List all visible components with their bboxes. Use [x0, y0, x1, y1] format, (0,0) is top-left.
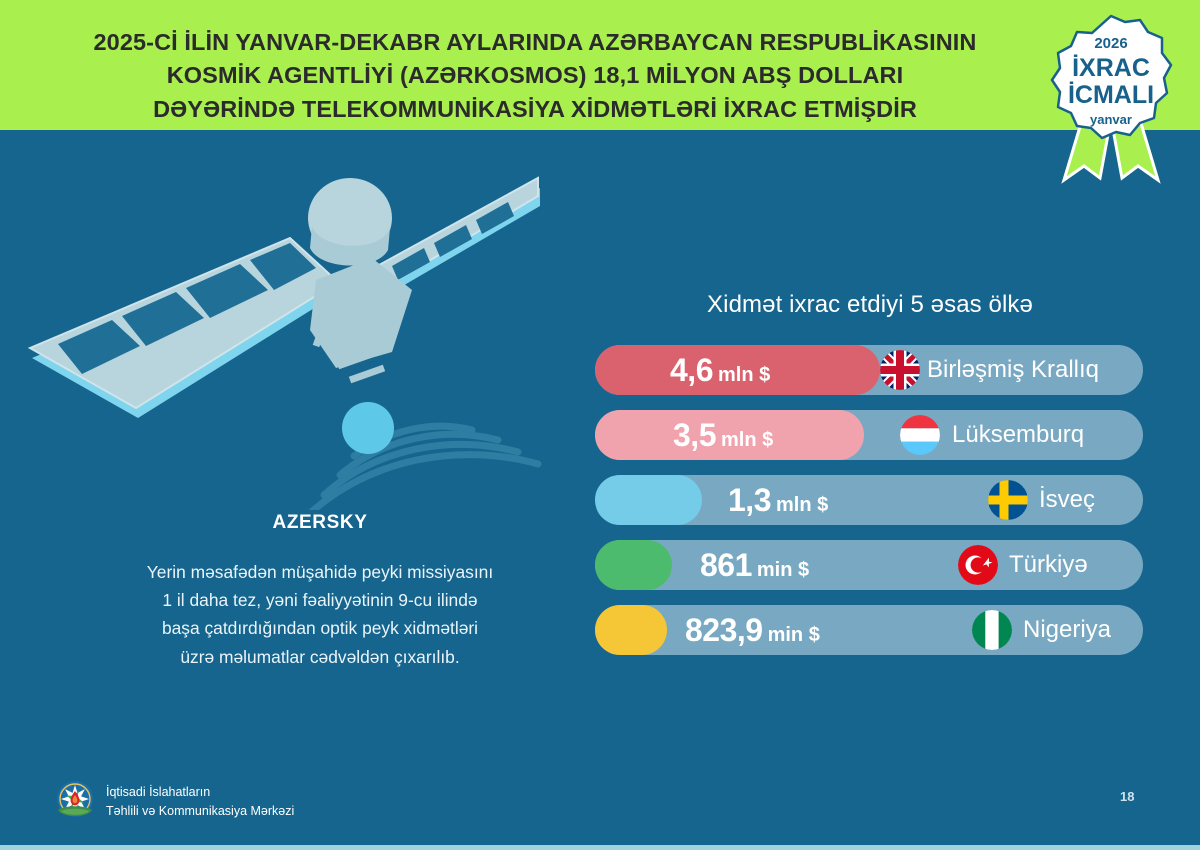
country-label: Lüksemburq	[952, 421, 1085, 448]
bar-fill	[595, 605, 668, 655]
country-label: Türkiyə	[1009, 551, 1088, 578]
emblem-svg	[57, 781, 93, 817]
bar-value-unit: mln $	[720, 429, 774, 451]
title-line-2: KOSMİK AGENTLİYİ (AZƏRKOSMOS) 18,1 MİLYO…	[166, 62, 904, 89]
bar-value: 3,5 mln $	[673, 410, 773, 460]
flag-united-kingdom-icon	[880, 350, 920, 390]
country-label: İsveç	[1039, 486, 1096, 513]
solar-panel-left	[27, 236, 340, 418]
header-band	[0, 0, 1200, 130]
bar-row-luksemburq: 3,5 mln $ Lüksemburq	[595, 410, 1143, 460]
azersky-line-4: üzrə məlumatlar cədvəldən çıxarılıb.	[180, 646, 460, 667]
azersky-line-1: Yerin məsafədən müşahidə peyki missiyası…	[146, 562, 494, 582]
bar-fill	[595, 475, 702, 525]
country-label: Nigeriya	[1023, 616, 1112, 643]
satellite-illustration	[20, 130, 580, 521]
bar-value-number: 3,5	[673, 417, 716, 453]
azersky-title: AZERSKY	[272, 512, 368, 533]
flag-sweden-icon	[988, 480, 1028, 520]
flag-turkey-icon	[958, 545, 998, 585]
title-line-1: 2025-Cİ İLİN YANVAR-DEKABR AYLARINDA AZƏ…	[93, 29, 977, 55]
bar-track	[595, 605, 1143, 655]
badge-svg: 2026 İXRAC İCMALI yanvar	[1050, 14, 1173, 184]
badge-seal: 2026 İXRAC İCMALI yanvar	[1050, 14, 1173, 140]
bar-fill	[595, 345, 880, 395]
footer-organization: İqtisadi İslahatların Təhlili və Kommuni…	[106, 783, 294, 821]
bottom-accent-strip	[0, 845, 1200, 850]
bar-value-unit: min $	[756, 559, 810, 581]
chart-title: Xidmət ixrac etdiyi 5 əsas ölkə	[707, 291, 1033, 318]
flag-luxembourg-icon	[900, 415, 940, 455]
bar-row-nigeriya: 823,9 min $ Nigeriya	[595, 605, 1143, 655]
azersky-description: Yerin məsafədən müşahidə peyki missiyası…	[62, 558, 578, 671]
bar-value: 861 min $	[700, 540, 809, 590]
country-label: Birləşmiş Krallıq	[927, 356, 1100, 383]
badge-year: 2026	[1094, 35, 1127, 52]
bar-value: 823,9 min $	[685, 605, 820, 655]
bar-fill	[595, 540, 672, 590]
bar-value: 1,3 mln $	[728, 475, 828, 525]
bar-value: 4,6 mln $	[670, 345, 770, 395]
title-line-3: DƏYƏRİNDƏ TELEKOMMUNİKASİYA XİDMƏTLƏRİ İ…	[153, 95, 917, 122]
export-review-badge: 2026 İXRAC İCMALI yanvar	[1022, 8, 1200, 186]
bar-value-number: 823,9	[685, 612, 763, 648]
flag-nigeria-icon	[972, 610, 1012, 650]
bar-value-number: 861	[700, 547, 752, 583]
bar-track	[595, 540, 1143, 590]
badge-line-2: İCMALI	[1068, 81, 1154, 109]
satellite-svg	[27, 176, 542, 521]
satellite-body	[308, 178, 412, 368]
bar-value-unit: mln $	[717, 364, 771, 386]
bar-value-number: 1,3	[728, 482, 771, 518]
bar-fill	[595, 410, 864, 460]
bar-value-unit: min $	[767, 624, 820, 646]
solar-panel-right	[368, 176, 540, 298]
footer-org-line-2: Təhlili və Kommunikasiya Mərkəzi	[106, 803, 295, 818]
bar-value-number: 4,6	[670, 352, 713, 388]
azerbaijan-emblem-logo	[52, 778, 98, 824]
page-number: 18	[1120, 789, 1135, 804]
country-bar-chart: 4,6 mln $ Birləşmiş Krallıq 3,5 mln $	[595, 345, 1143, 665]
signal-waves-icon	[302, 422, 542, 521]
azersky-line-2: 1 il daha tez, yəni fəaliyyətinin 9-cu i…	[162, 590, 478, 611]
badge-month: yanvar	[1090, 112, 1132, 127]
badge-line-1: İXRAC	[1072, 54, 1150, 82]
bar-row-birlesmis-kralliq: 4,6 mln $ Birləşmiş Krallıq	[595, 345, 1143, 395]
azersky-line-3: başa çatdırdığından optik peyk xidmətlər…	[161, 618, 479, 639]
bar-value-unit: mln $	[775, 494, 829, 516]
antenna-dish-icon	[342, 402, 394, 454]
page-title: 2025-Cİ İLİN YANVAR-DEKABR AYLARINDA AZƏ…	[40, 26, 1030, 126]
footer-org-line-1: İqtisadi İslahatların	[106, 785, 211, 799]
bar-row-isvec: 1,3 mln $ İsveç	[595, 475, 1143, 525]
bar-row-turkiye: 861 min $ Türkiyə	[595, 540, 1143, 590]
